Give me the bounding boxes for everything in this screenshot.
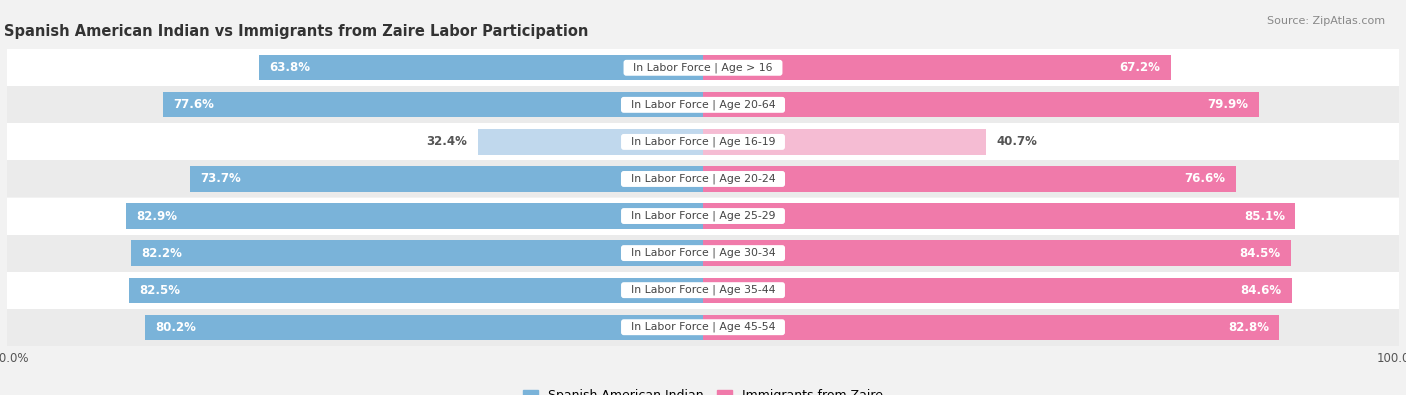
Text: In Labor Force | Age 45-54: In Labor Force | Age 45-54 — [624, 322, 782, 333]
Text: 80.2%: 80.2% — [155, 321, 197, 334]
Bar — [7, 49, 1399, 87]
Text: 63.8%: 63.8% — [270, 61, 311, 74]
Bar — [131, 241, 703, 266]
Text: In Labor Force | Age 20-64: In Labor Force | Age 20-64 — [624, 100, 782, 110]
Bar — [259, 55, 703, 81]
Text: 82.2%: 82.2% — [142, 246, 183, 260]
Bar — [703, 129, 986, 154]
Text: 76.6%: 76.6% — [1185, 173, 1226, 186]
Text: In Labor Force | Age 20-24: In Labor Force | Age 20-24 — [624, 174, 782, 184]
Bar — [478, 129, 703, 154]
Text: Spanish American Indian vs Immigrants from Zaire Labor Participation: Spanish American Indian vs Immigrants fr… — [4, 24, 589, 39]
Bar — [703, 55, 1171, 81]
Text: In Labor Force | Age > 16: In Labor Force | Age > 16 — [626, 62, 780, 73]
Text: 82.9%: 82.9% — [136, 209, 177, 222]
Text: 84.6%: 84.6% — [1240, 284, 1281, 297]
Bar — [129, 278, 703, 303]
Text: 82.8%: 82.8% — [1227, 321, 1268, 334]
Text: In Labor Force | Age 30-34: In Labor Force | Age 30-34 — [624, 248, 782, 258]
Legend: Spanish American Indian, Immigrants from Zaire: Spanish American Indian, Immigrants from… — [519, 384, 887, 395]
Text: 73.7%: 73.7% — [201, 173, 242, 186]
Text: 40.7%: 40.7% — [997, 135, 1038, 149]
Text: 82.5%: 82.5% — [139, 284, 180, 297]
Bar — [7, 308, 1399, 346]
Text: 84.5%: 84.5% — [1240, 246, 1281, 260]
Bar — [703, 92, 1260, 117]
Bar — [127, 203, 703, 229]
Bar — [7, 123, 1399, 160]
Bar — [7, 235, 1399, 272]
Text: 32.4%: 32.4% — [426, 135, 467, 149]
Text: In Labor Force | Age 25-29: In Labor Force | Age 25-29 — [624, 211, 782, 221]
Bar — [703, 166, 1236, 192]
Text: 77.6%: 77.6% — [173, 98, 214, 111]
Bar — [703, 278, 1292, 303]
Bar — [7, 198, 1399, 235]
Text: 85.1%: 85.1% — [1244, 209, 1285, 222]
Bar — [703, 314, 1279, 340]
Bar — [703, 241, 1291, 266]
Bar — [7, 272, 1399, 308]
Text: Source: ZipAtlas.com: Source: ZipAtlas.com — [1267, 16, 1385, 26]
Bar — [7, 87, 1399, 123]
Text: In Labor Force | Age 16-19: In Labor Force | Age 16-19 — [624, 137, 782, 147]
Text: 67.2%: 67.2% — [1119, 61, 1160, 74]
Bar — [7, 160, 1399, 198]
Text: 79.9%: 79.9% — [1208, 98, 1249, 111]
Bar — [145, 314, 703, 340]
Bar — [190, 166, 703, 192]
Text: In Labor Force | Age 35-44: In Labor Force | Age 35-44 — [624, 285, 782, 295]
Bar — [703, 203, 1295, 229]
Bar — [163, 92, 703, 117]
